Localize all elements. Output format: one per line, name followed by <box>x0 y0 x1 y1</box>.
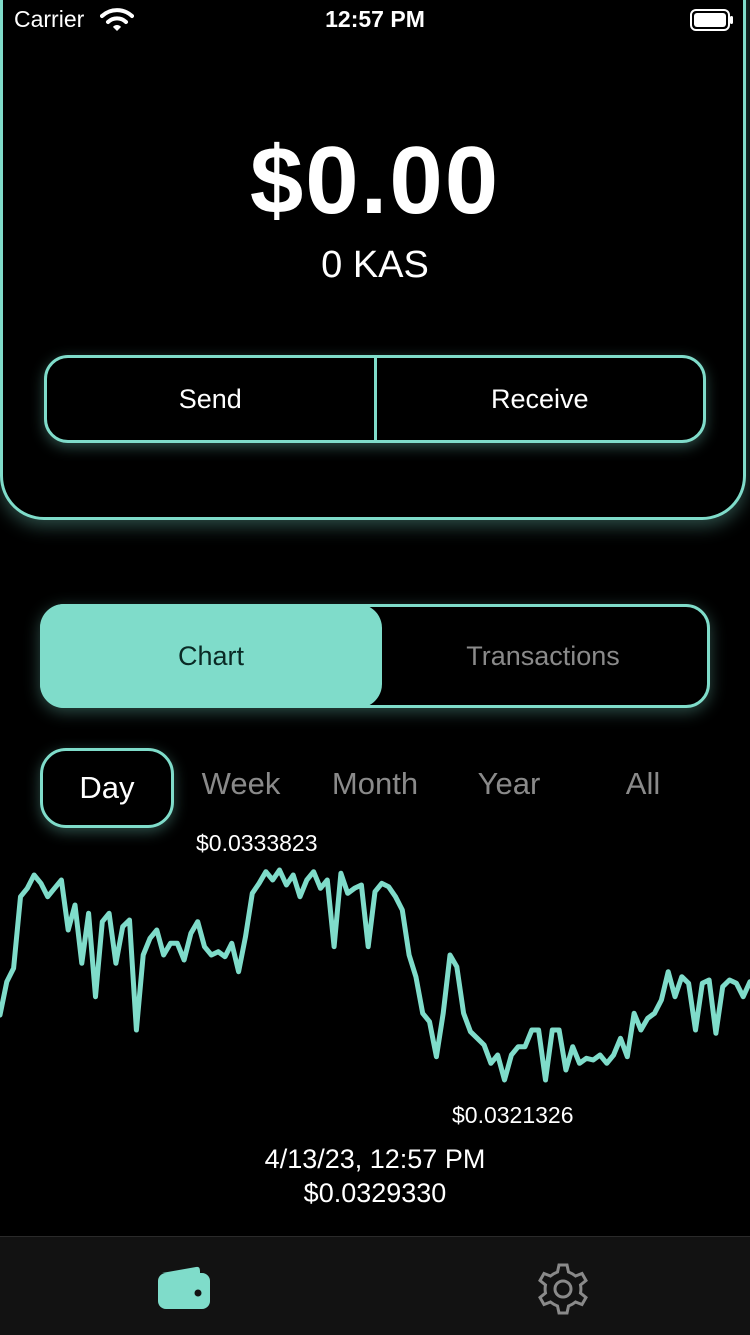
range-all[interactable]: All <box>625 766 661 801</box>
range-year[interactable]: Year <box>477 766 541 801</box>
send-receive-group: Send Receive <box>44 355 706 443</box>
receive-button[interactable]: Receive <box>373 358 704 440</box>
range-week[interactable]: Week <box>201 766 281 801</box>
range-day[interactable]: Day <box>40 748 174 828</box>
selected-price: $0.0329330 <box>303 1178 447 1208</box>
fiat-balance: $0.00 <box>249 127 501 234</box>
kas-balance: 0 KAS <box>321 244 429 286</box>
balance-card <box>0 0 746 520</box>
tab-transactions[interactable]: Transactions <box>466 641 620 671</box>
segment-selection-indicator <box>40 604 382 708</box>
price-chart[interactable] <box>0 840 750 1090</box>
wallet-icon[interactable] <box>156 1265 212 1311</box>
range-month[interactable]: Month <box>331 766 419 801</box>
tab-bar <box>0 1236 750 1335</box>
chart-high-label: $0.0333823 <box>196 830 318 856</box>
send-button[interactable]: Send <box>178 383 242 414</box>
tab-chart[interactable]: Chart <box>177 641 245 671</box>
clock: 12:57 PM <box>325 6 425 32</box>
gear-icon[interactable] <box>535 1261 591 1317</box>
price-line <box>0 867 750 1083</box>
chart-low-label: $0.0321326 <box>452 1102 574 1128</box>
wifi-icon <box>100 8 134 31</box>
view-segmented-control: Chart Transactions <box>40 604 710 708</box>
selected-date: 4/13/23, 12:57 PM <box>264 1144 486 1174</box>
